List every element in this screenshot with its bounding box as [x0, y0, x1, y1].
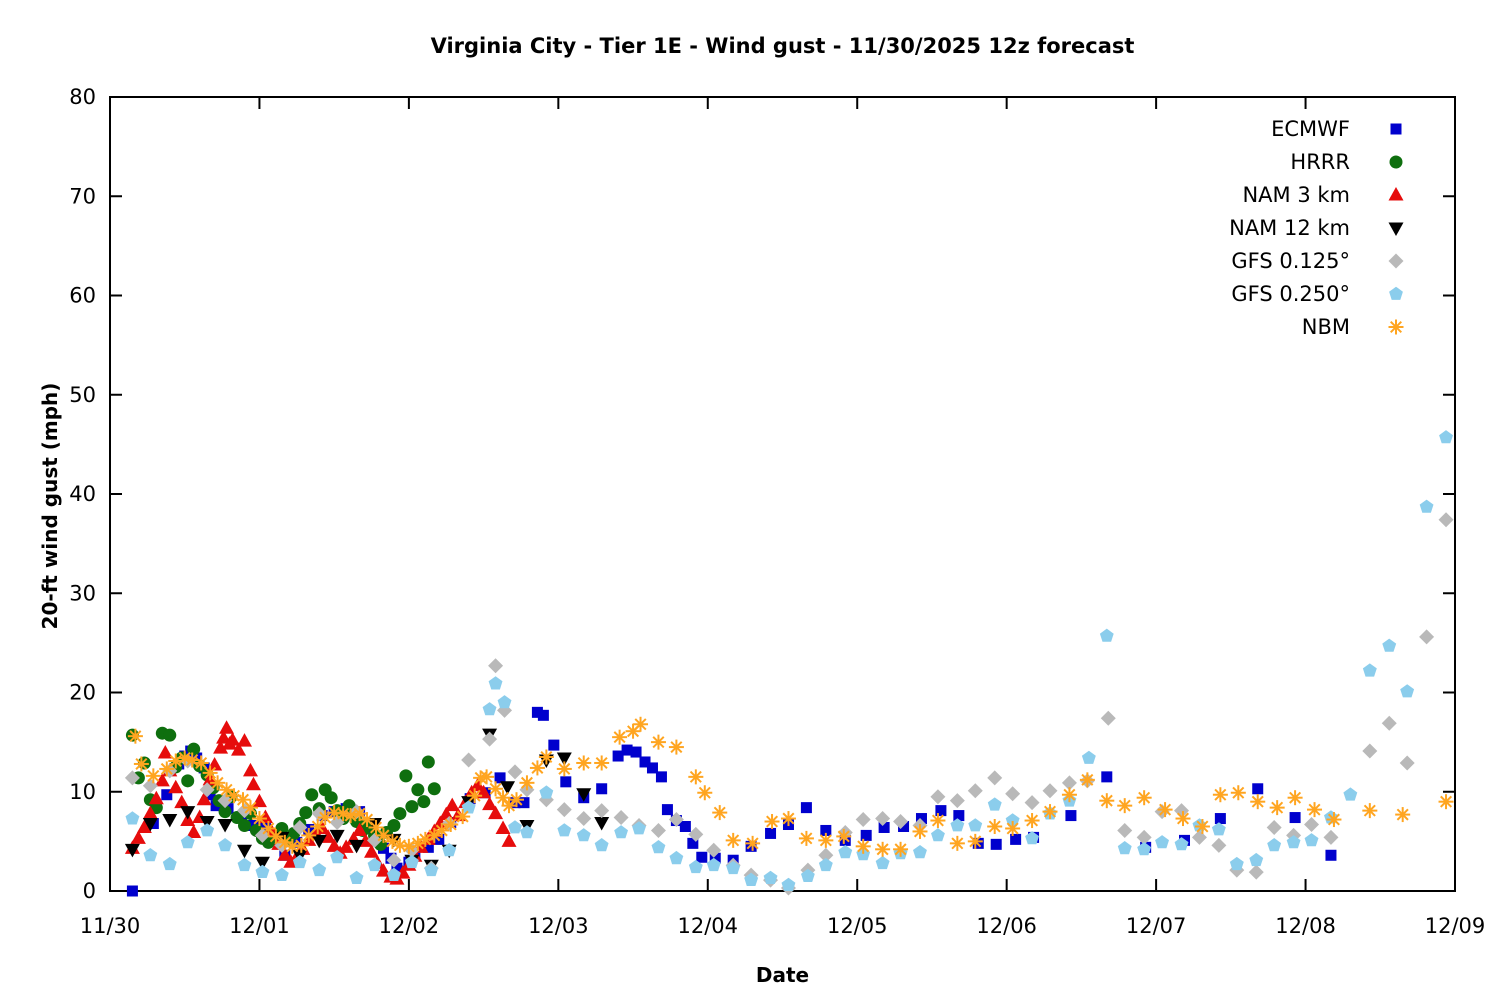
x-tick-label: 12/02 — [379, 914, 440, 938]
x-tick-label: 12/07 — [1126, 914, 1187, 938]
y-tick-label: 40 — [69, 482, 96, 506]
y-tick-label: 60 — [69, 284, 96, 308]
legend-label: HRRR — [1290, 150, 1350, 174]
x-tick-label: 12/09 — [1425, 914, 1486, 938]
legend-item-nbm: NBM — [1302, 315, 1404, 339]
legend-item-gfs-0-250-: GFS 0.250° — [1231, 282, 1403, 306]
series-gfs-0-250- — [125, 430, 1453, 891]
legend: ECMWF HRRR NAM 3 km NAM 12 km GFS 0.125° GFS … — [1229, 117, 1404, 339]
series-nbm — [127, 716, 1454, 857]
asterisk-legend-marker-icon — [1388, 319, 1404, 335]
legend-item-nam-12-km: NAM 12 km — [1229, 216, 1404, 240]
x-tick-label: 12/03 — [528, 914, 589, 938]
y-tick-label: 20 — [69, 681, 96, 705]
x-tick-label: 12/08 — [1275, 914, 1336, 938]
legend-label: NAM 3 km — [1242, 183, 1350, 207]
legend-item-gfs-0-125-: GFS 0.125° — [1231, 249, 1404, 273]
y-tick-label: 0 — [83, 879, 96, 903]
legend-label: GFS 0.125° — [1231, 249, 1350, 273]
x-tick-label: 12/04 — [678, 914, 739, 938]
y-tick-label: 70 — [69, 184, 96, 208]
y-tick-label: 80 — [69, 85, 96, 109]
circle-legend-marker-icon — [1389, 155, 1403, 169]
y-axis-label: 20-ft wind gust (mph) — [38, 382, 62, 630]
x-tick-label: 12/01 — [229, 914, 290, 938]
triangle-down-legend-marker-icon — [1388, 222, 1404, 236]
square-legend-marker-icon — [1390, 123, 1402, 135]
legend-label: ECMWF — [1271, 117, 1350, 141]
legend-item-nam-3-km: NAM 3 km — [1242, 183, 1404, 207]
x-tick-label: 12/05 — [827, 914, 888, 938]
legend-label: GFS 0.250° — [1231, 282, 1350, 306]
x-axis-label: Date — [755, 963, 810, 987]
y-tick-label: 30 — [69, 581, 96, 605]
x-tick-label: 11/30 — [80, 914, 141, 938]
y-tick-label: 50 — [69, 383, 96, 407]
legend-label: NAM 12 km — [1229, 216, 1350, 240]
pentagon-legend-marker-icon — [1389, 286, 1403, 300]
legend-label: NBM — [1302, 315, 1350, 339]
y-tick-label: 10 — [69, 780, 96, 804]
legend-item-ecmwf: ECMWF — [1271, 117, 1402, 141]
legend-item-hrrr: HRRR — [1290, 150, 1403, 174]
triangle-up-legend-marker-icon — [1388, 187, 1404, 201]
diamond-legend-marker-icon — [1388, 253, 1404, 269]
x-tick-label: 12/06 — [976, 914, 1037, 938]
chart-title: Virginia City - Tier 1E - Wind gust - 11… — [430, 34, 1135, 58]
